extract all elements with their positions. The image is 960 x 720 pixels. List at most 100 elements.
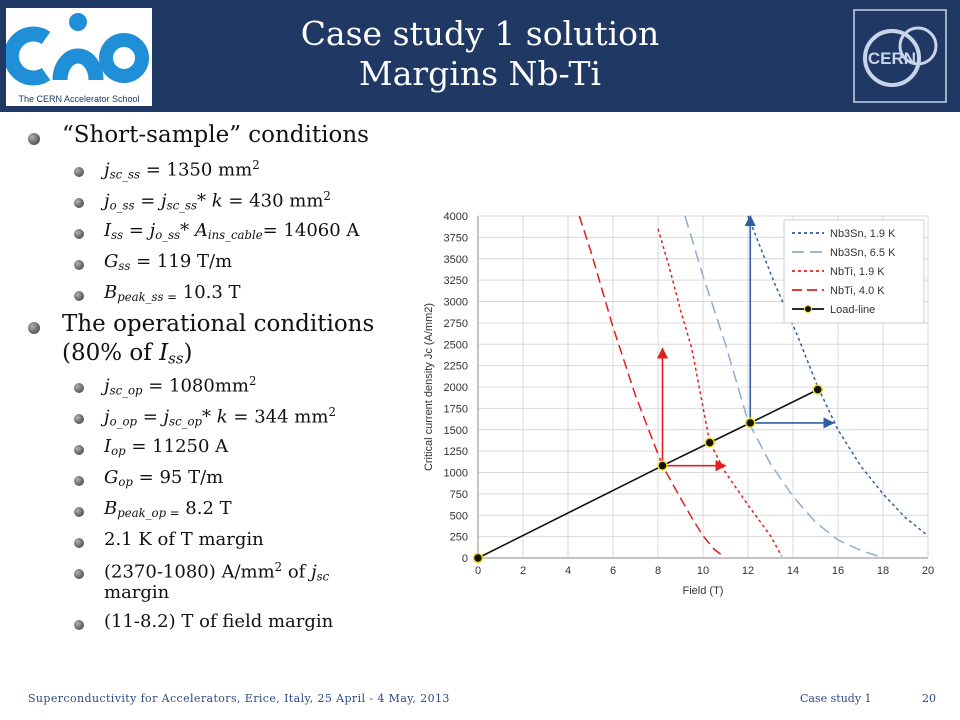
bullet-icon — [74, 167, 84, 177]
load-line-point — [472, 552, 484, 564]
legend-marker — [804, 305, 812, 313]
chart-axes — [477, 216, 928, 559]
y-tick-label: 1250 — [444, 446, 468, 458]
cas-logo-graphic — [3, 13, 149, 86]
bullet-icon — [74, 383, 84, 393]
op-jsc-line: jsc_op = 1080mm2 — [104, 374, 257, 398]
y-tick-label: 2750 — [444, 318, 468, 330]
page-title: Case study 1 solution Margins Nb-Ti — [230, 14, 730, 94]
current-margin-line-cont: margin — [104, 582, 170, 603]
y-tick-label: 1000 — [444, 468, 468, 480]
x-tick-label: 14 — [787, 565, 799, 577]
x-tick-label: 2 — [520, 565, 526, 577]
x-tick-label: 16 — [832, 565, 844, 577]
load-line-point — [704, 437, 715, 448]
chart-arrows — [656, 214, 835, 472]
field-margin-line: (11-8.2) T of field margin — [104, 611, 334, 632]
x-tick-label: 4 — [565, 565, 571, 577]
series-line — [477, 388, 819, 559]
load-line-point — [657, 460, 668, 471]
x-tick-label: 12 — [742, 565, 754, 577]
op-bpeak-line: Bpeak_op = 8.2 T — [104, 498, 232, 520]
series-line — [684, 215, 881, 558]
x-tick-label: 0 — [475, 565, 481, 577]
bullet-icon — [74, 229, 84, 239]
ss-bpeak-line: Bpeak_ss = 10.3 T — [104, 282, 241, 304]
legend-label: NbTi, 1.9 K — [830, 266, 885, 278]
y-tick-label: 500 — [450, 510, 468, 522]
y-tick-label: 4000 — [444, 211, 468, 223]
y-axis-label: Critical current density Jc (A/mm2) — [423, 303, 435, 471]
page-title-line2: Margins Nb-Ti — [358, 54, 602, 93]
y-tick-label: 3000 — [444, 297, 468, 309]
legend-label: Nb3Sn, 1.9 K — [830, 228, 896, 240]
cas-logo-a — [52, 48, 104, 81]
bullet-icon — [28, 133, 40, 145]
bullet-icon — [74, 291, 84, 301]
y-tick-label: 250 — [450, 532, 468, 544]
ss-gss-line: Gss = 119 T/m — [104, 251, 233, 273]
bullet-icon — [74, 620, 84, 630]
ss-jsc-line: jsc_ss = 1350 mm2 — [104, 158, 260, 182]
bullet-icon — [74, 507, 84, 517]
op-gop-line: Gop = 95 T/m — [104, 467, 224, 489]
y-tick-label: 1500 — [444, 425, 468, 437]
bullet-icon — [74, 569, 84, 579]
series-line — [578, 215, 724, 557]
x-tick-label: 6 — [610, 565, 616, 577]
temperature-margin-line: 2.1 K of T margin — [104, 529, 264, 550]
legend-label: Load-line — [830, 304, 875, 316]
chart-legend: Nb3Sn, 1.9 K Nb3Sn, 6.5 K NbTi, 1.9 K NbTi,… — [783, 219, 925, 324]
ss-iss-line: Iss = jo_ss* Ains_cable= 14060 A — [104, 220, 360, 242]
title-banner: The CERN Accelerator School Case study 1… — [0, 0, 960, 112]
load-line-point — [745, 417, 756, 429]
current-margin-line: (2370-1080) A/mm2 of jsc — [104, 560, 330, 584]
page-title-line1: Case study 1 solution — [300, 14, 660, 53]
cas-logo-dot — [69, 13, 87, 31]
y-tick-label: 2500 — [444, 339, 468, 351]
y-tick-label: 750 — [450, 489, 468, 501]
cas-logo: The CERN Accelerator School — [3, 8, 152, 106]
x-tick-label: 20 — [922, 565, 934, 577]
y-tick-label: 1750 — [444, 403, 468, 415]
op-jo-line: jo_op = jsc_op* k = 344 mm2 — [104, 405, 336, 429]
bullet-icon — [74, 538, 84, 548]
bullet-icon — [28, 322, 40, 334]
y-tick-label: 3250 — [444, 275, 468, 287]
critical-current-chart: 0 2 4 6 8 10 12 14 16 18 20 0 250 500 750 1000 1250 1500 1… — [423, 211, 935, 597]
bullet-icon — [74, 476, 84, 486]
x-axis-label: Field (T) — [683, 585, 724, 597]
y-tick-label: 2000 — [444, 382, 468, 394]
cern-logo-frame — [853, 9, 947, 103]
legend-label: Nb3Sn, 6.5 K — [830, 247, 896, 259]
footer-section: Case study 1 — [800, 692, 872, 705]
y-tick-label: 3500 — [444, 254, 468, 266]
cern-logo-text: CERN — [868, 49, 916, 68]
x-tick-label: 10 — [697, 565, 709, 577]
x-tick-label: 8 — [655, 565, 661, 577]
y-tick-label: 3750 — [444, 232, 468, 244]
series-line — [657, 228, 783, 557]
cas-logo-caption: The CERN Accelerator School — [18, 94, 140, 104]
bullet-icon — [74, 414, 84, 424]
op-iop-line: Iop = 11250 A — [104, 436, 229, 458]
operational-heading-cont: (80% of Iss) — [62, 340, 193, 368]
ss-jo-line: jo_ss = jsc_ss* k = 430 mm2 — [104, 189, 331, 213]
cern-logo: CERN — [853, 9, 947, 103]
footer-conference: Superconductivity for Accelerators, Eric… — [28, 692, 450, 705]
chart-markers — [472, 384, 823, 564]
cas-logo-c — [3, 26, 51, 86]
chart-tick-labels: 0 2 4 6 8 10 12 14 16 18 20 0 250 500 750 1000 1250 1500 1… — [444, 211, 935, 577]
y-tick-label: 0 — [462, 553, 468, 565]
legend-label: NbTi, 4.0 K — [830, 285, 885, 297]
bullet-icon — [74, 198, 84, 208]
x-tick-label: 18 — [877, 565, 889, 577]
cern-logo-ring-small — [898, 26, 938, 66]
bullet-icon — [74, 260, 84, 270]
operational-heading: The operational conditions — [62, 311, 375, 337]
short-sample-heading: “Short-sample” conditions — [62, 122, 369, 148]
y-tick-label: 2250 — [444, 361, 468, 373]
load-line-point — [812, 384, 823, 395]
cern-logo-ring — [863, 29, 921, 87]
page-number: 20 — [922, 692, 936, 705]
